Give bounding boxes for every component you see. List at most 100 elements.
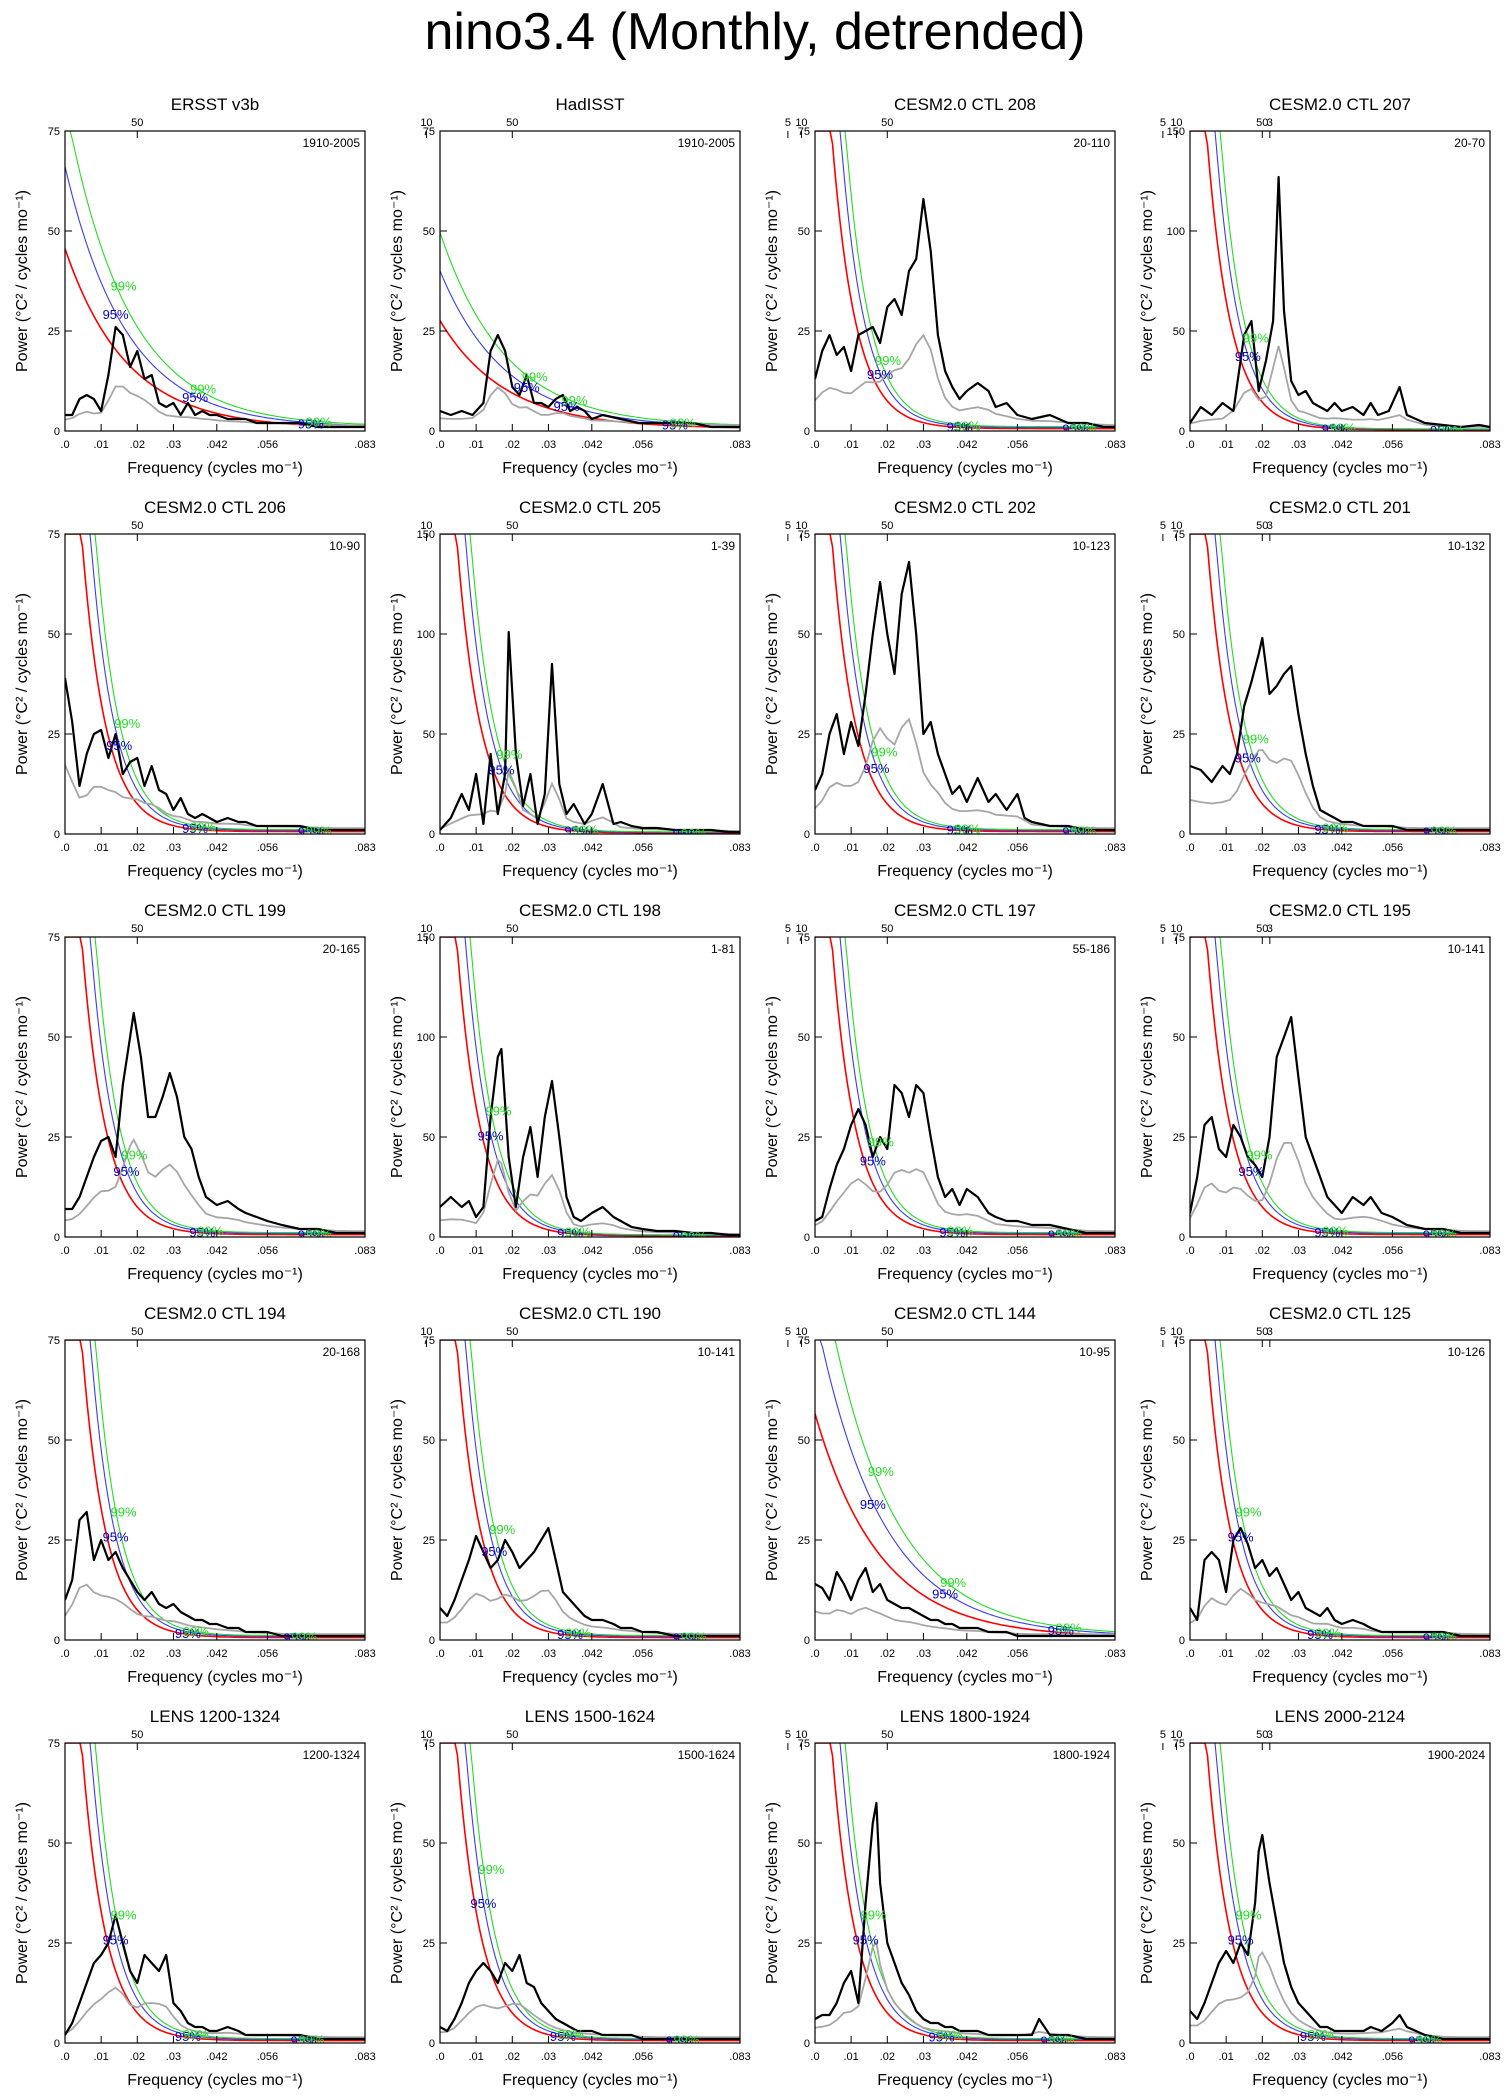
x-tick-label: .01	[843, 1245, 858, 1257]
confidence-95-label: 95%	[1235, 750, 1261, 765]
x-tick-label: .042	[956, 1245, 977, 1257]
confidence-99-label: 99%	[1236, 1907, 1262, 1922]
panel-title: CESM2.0 CTL 195	[1269, 901, 1411, 920]
period-tick-label: 5	[785, 117, 791, 129]
x-axis-label: Frequency (cycles mo⁻¹)	[1252, 460, 1428, 477]
x-tick-label: .02	[505, 439, 520, 451]
confidence-99-label: 99%	[478, 1862, 504, 1877]
confidence-99-label: 99%	[114, 716, 140, 731]
x-axis-label: Frequency (cycles mo⁻¹)	[127, 1669, 303, 1686]
period-tick-label: 50	[1256, 520, 1268, 532]
confidence-99-label: 99%	[1070, 421, 1096, 436]
x-tick-label: .042	[206, 842, 227, 854]
y-tick-label: 75	[798, 1335, 810, 1347]
confidence-95-label: 95%	[113, 1164, 139, 1179]
panel-title: CESM2.0 CTL 208	[894, 95, 1036, 114]
y-tick-label: 25	[423, 326, 435, 338]
panel-title: ERSST v3b	[171, 95, 260, 114]
confidence-95-label: 95%	[182, 390, 208, 405]
spectrum-panel: 95%99%95%99%95%99%.0.01.02.03.042.056.08…	[764, 901, 1183, 1283]
period-tick-label: 10	[1170, 923, 1182, 935]
x-tick-label: .083	[729, 1648, 750, 1660]
red-noise-curve	[440, 534, 740, 834]
y-tick-label: 0	[1179, 1635, 1185, 1647]
period-range-label: 10-90	[329, 539, 360, 553]
x-tick-label: .03	[1291, 1648, 1306, 1660]
x-tick-label: .03	[916, 842, 931, 854]
x-tick-label: .083	[354, 439, 375, 451]
confidence-95-label: 95%	[1062, 825, 1088, 840]
confidence-95-label: 95%	[1238, 1164, 1264, 1179]
confidence-95-curve	[440, 534, 740, 833]
period-tick-label: 10	[420, 520, 432, 532]
x-tick-label: .01	[93, 2051, 108, 2063]
y-tick-label: 25	[1173, 729, 1185, 741]
red-noise-curve	[440, 1743, 740, 2042]
plot-area: 95%99%95%99%95%99%	[65, 534, 365, 839]
x-tick-label: .056	[257, 1648, 278, 1660]
x-tick-label: .056	[1382, 2051, 1403, 2063]
plot-area: 95%99%95%99%95%99%	[1190, 131, 1490, 431]
red-noise-curve	[65, 937, 365, 1236]
confidence-95-label: 95%	[867, 367, 893, 382]
confidence-95-label: 95%	[1314, 822, 1340, 837]
confidence-95-label: 95%	[283, 1630, 309, 1645]
plot-frame	[814, 130, 1116, 432]
confidence-99-label: 99%	[1431, 1630, 1457, 1645]
spectrum-panel: 95%99%95%99%95%99%.0.01.02.03.042.056.08…	[1139, 498, 1501, 880]
x-tick-label: .01	[468, 1245, 483, 1257]
x-axis-label: Frequency (cycles mo⁻¹)	[1252, 1266, 1428, 1283]
confidence-99-curve	[440, 1340, 740, 1637]
confidence-95-curve	[815, 534, 1115, 832]
x-tick-label: .03	[916, 439, 931, 451]
x-tick-label: .0	[435, 1245, 444, 1257]
reference-spectrum-line	[65, 1583, 365, 1636]
y-tick-label: 0	[1179, 1232, 1185, 1244]
x-tick-label: .02	[880, 1245, 895, 1257]
period-tick-label: 50	[881, 117, 893, 129]
y-axis-label: Power (°C² / cycles mo⁻¹)	[1139, 996, 1156, 1178]
x-tick-label: .0	[435, 2051, 444, 2063]
x-tick-label: .02	[130, 2051, 145, 2063]
red-noise-curve	[65, 248, 365, 428]
confidence-99-label: 99%	[306, 824, 332, 839]
period-tick-label: 10	[420, 117, 432, 129]
confidence-99-label: 99%	[522, 369, 548, 384]
x-tick-label: .0	[435, 842, 444, 854]
confidence-99-label: 99%	[190, 819, 216, 834]
confidence-95-label: 95%	[1423, 824, 1449, 839]
y-tick-label: 75	[798, 1738, 810, 1750]
confidence-99-label: 99%	[111, 1504, 137, 1519]
x-tick-label: .042	[1331, 842, 1352, 854]
confidence-99-label: 99%	[875, 353, 901, 368]
confidence-95-label: 95%	[853, 1933, 879, 1948]
confidence-95-label: 95%	[298, 824, 324, 839]
period-tick-label: 5	[1160, 1326, 1166, 1338]
confidence-99-label: 99%	[489, 1522, 515, 1537]
confidence-95-curve	[1190, 1340, 1490, 1638]
x-tick-label: .042	[956, 1648, 977, 1660]
period-range-label: 10-126	[1448, 1345, 1486, 1359]
y-tick-label: 75	[423, 126, 435, 138]
y-tick-label: 0	[1179, 2038, 1185, 2050]
confidence-99-label: 99%	[558, 2027, 584, 2042]
confidence-95-curve	[815, 131, 1115, 429]
x-tick-label: .03	[166, 1648, 181, 1660]
confidence-95-curve	[1190, 131, 1490, 430]
period-range-label: 20-168	[323, 1345, 361, 1359]
confidence-99-label: 99%	[121, 1148, 147, 1163]
spectrum-panel: 95%99%95%99%95%99%.0.01.02.03.042.056.08…	[1139, 95, 1501, 477]
y-axis-label: Power (°C² / cycles mo⁻¹)	[764, 1802, 781, 1984]
y-tick-label: 50	[1173, 326, 1185, 338]
x-tick-label: .03	[916, 1648, 931, 1660]
reference-spectrum-line	[65, 1986, 365, 2039]
x-tick-label: .083	[1104, 1648, 1125, 1660]
x-tick-label: .01	[1218, 439, 1233, 451]
y-tick-label: 0	[1179, 829, 1185, 841]
y-tick-label: 75	[1173, 1738, 1185, 1750]
x-tick-label: .01	[468, 842, 483, 854]
x-tick-label: .083	[354, 2051, 375, 2063]
y-tick-label: 25	[48, 1938, 60, 1950]
period-tick-label: 50	[506, 923, 518, 935]
spectrum-panel: 95%99%95%99%95%99%.0.01.02.03.042.056.08…	[14, 1707, 1273, 2089]
